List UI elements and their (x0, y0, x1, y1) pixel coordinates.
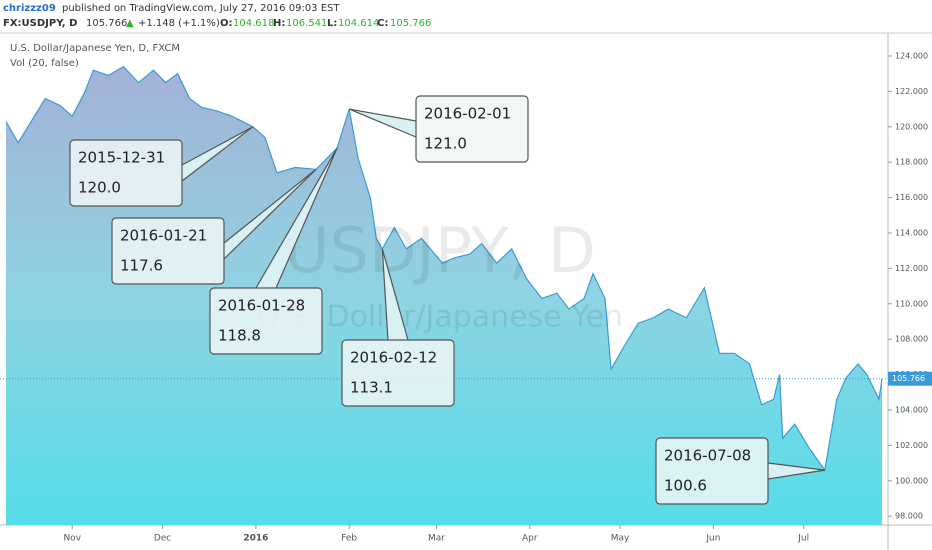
author[interactable]: chrizzz09 (3, 3, 56, 14)
l-label: L: (327, 18, 337, 29)
y-tick-label: 120.000 (895, 122, 928, 131)
price-line (5, 65, 883, 472)
callout-box (341, 339, 455, 407)
callout-pointer (381, 248, 409, 341)
callout-box (655, 437, 769, 505)
x-tick-label: Feb (341, 534, 357, 544)
callout-value: 117.6 (120, 257, 163, 275)
y-tick-label: 118.000 (895, 158, 928, 167)
y-tick-label: 112.000 (895, 264, 928, 273)
header-bg (0, 0, 932, 33)
x-tick-label: Jun (705, 534, 720, 544)
o: 104.618 (233, 18, 274, 29)
callout-value: 121.0 (424, 135, 467, 153)
callout-date: 2015-12-31 (78, 149, 165, 167)
y-tick-label: 114.000 (895, 228, 928, 237)
h-label: H: (273, 18, 285, 29)
y-tick-label: 110.000 (895, 299, 928, 308)
price: 105.766 (86, 18, 127, 29)
y-tick-label: 108.000 (895, 335, 928, 344)
callout-date: 2016-01-21 (120, 227, 207, 245)
y-tick-label: 100.000 (895, 476, 928, 485)
h: 106.541 (286, 18, 327, 29)
callout-box (111, 217, 225, 285)
callout-value: 100.6 (664, 477, 707, 495)
y-tick-label: 104.000 (895, 405, 928, 414)
chart-subtitle: Vol (20, false) (10, 58, 79, 69)
callout-value: 120.0 (78, 179, 121, 197)
symbol: FX:USDJPY, D (3, 18, 77, 29)
last-price-label: 105.766 (892, 374, 925, 383)
callout-pointer (348, 108, 417, 138)
y-tick-label: 124.000 (895, 52, 928, 61)
callout-pointer (181, 126, 254, 182)
c-label: C: (377, 18, 388, 29)
x-tick-label: May (611, 534, 630, 544)
callout-box (415, 95, 529, 163)
callout-date: 2016-07-08 (664, 447, 751, 465)
x-tick-label: Nov (63, 534, 81, 544)
x-tick-label: Dec (154, 534, 171, 544)
chart-title: U.S. Dollar/Japanese Yen, D, FXCM (10, 43, 180, 54)
x-tick-label: Mar (428, 534, 445, 544)
callout-box (69, 139, 183, 207)
y-tick-label: 116.000 (895, 193, 928, 202)
plot (5, 65, 883, 525)
published: published on TradingView.com, July 27, 2… (62, 3, 340, 14)
change: +1.148 (+1.1%) (138, 18, 220, 29)
c: 105.766 (390, 18, 431, 29)
callout-value: 118.8 (218, 327, 261, 345)
y-tick-label: 98.000 (895, 512, 923, 521)
callout-pointer (223, 168, 317, 260)
callout-value: 113.1 (350, 379, 393, 397)
x-tick-label: Jul (797, 534, 809, 544)
callout-date: 2016-02-12 (350, 349, 437, 367)
watermark: USDJPY, D (284, 214, 596, 287)
arrow: ▲ (126, 18, 134, 29)
x-tick-label: 2016 (243, 534, 268, 544)
callout-pointer (767, 462, 825, 480)
x-tick-label: Apr (522, 534, 538, 544)
o-label: O: (220, 18, 233, 29)
callout-pointer (255, 147, 338, 289)
last-price-box (888, 371, 932, 386)
callout-box (209, 287, 323, 355)
area-fill (6, 66, 882, 525)
y-tick-label: 122.000 (895, 87, 928, 96)
callout-date: 2016-02-01 (424, 105, 511, 123)
l: 104.614 (338, 18, 379, 29)
y-tick-label: 102.000 (895, 441, 928, 450)
callout-date: 2016-01-28 (218, 297, 305, 315)
